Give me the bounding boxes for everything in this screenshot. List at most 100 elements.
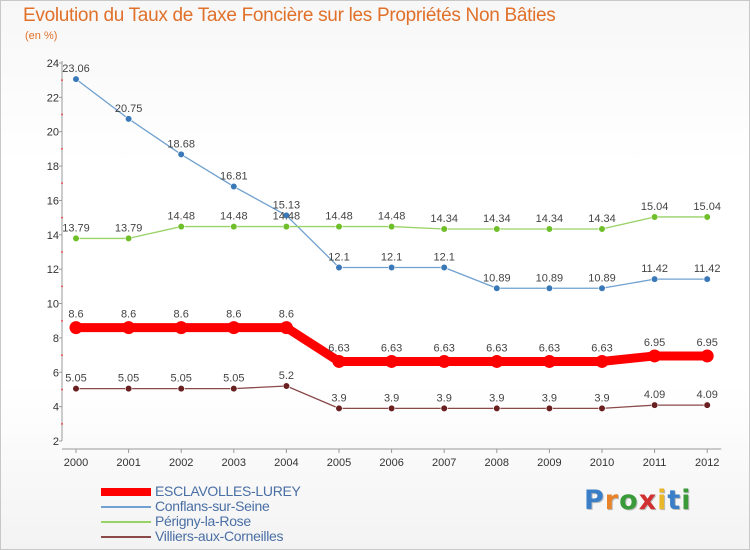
data-label: 8.6 xyxy=(226,309,241,321)
x-tick-label: 2010 xyxy=(590,457,614,469)
data-label: 13.79 xyxy=(115,222,143,234)
data-point xyxy=(598,404,606,412)
data-point xyxy=(700,349,714,363)
data-label: 4.09 xyxy=(644,389,665,401)
data-point xyxy=(650,275,659,283)
x-tick-label: 2003 xyxy=(222,457,246,469)
data-label: 14.48 xyxy=(220,211,248,223)
logo-letter: i xyxy=(681,485,692,516)
data-label: 8.6 xyxy=(279,309,294,321)
data-point xyxy=(542,354,556,368)
data-point xyxy=(545,404,554,412)
data-point xyxy=(332,354,346,368)
data-label: 3.9 xyxy=(594,392,609,404)
data-point xyxy=(282,211,291,220)
y-tick-label: 12 xyxy=(47,264,59,276)
data-label: 23.06 xyxy=(62,63,90,75)
x-tick-label: 2011 xyxy=(643,457,667,469)
y-tick-label: 14 xyxy=(47,230,59,242)
data-label: 20.75 xyxy=(115,103,143,115)
data-label: 3.9 xyxy=(331,392,346,404)
data-point xyxy=(174,321,188,335)
y-minor-tick xyxy=(61,319,63,322)
data-point xyxy=(335,263,343,272)
data-label: 12.1 xyxy=(381,251,402,263)
proxiti-logo: Proxiti xyxy=(584,485,692,516)
x-tick-label: 2005 xyxy=(327,457,351,469)
data-label: 6.63 xyxy=(328,342,349,354)
data-label: 5.05 xyxy=(170,373,191,385)
logo-letter: t xyxy=(667,485,682,516)
data-point xyxy=(72,234,80,243)
data-label: 14.34 xyxy=(588,213,616,225)
data-label: 11.42 xyxy=(694,263,721,275)
data-point xyxy=(72,75,80,83)
data-label: 6.95 xyxy=(696,337,717,349)
x-tick-label: 2009 xyxy=(537,457,561,469)
x-tick-label: 2001 xyxy=(116,457,140,469)
data-point xyxy=(388,404,396,412)
data-label: 14.48 xyxy=(167,211,195,223)
y-tick-label: 22 xyxy=(47,92,59,104)
data-point xyxy=(124,115,133,123)
data-label: 5.2 xyxy=(279,370,294,382)
data-point xyxy=(124,234,133,243)
data-label: 8.6 xyxy=(121,309,136,321)
logo-letter: o xyxy=(619,485,639,516)
y-minor-tick xyxy=(61,182,63,185)
x-tick-label: 2004 xyxy=(274,457,298,469)
data-point xyxy=(72,384,80,393)
y-tick-label: 2 xyxy=(53,436,59,448)
chart-title: Evolution du Taux de Taxe Foncière sur l… xyxy=(23,5,556,26)
y-tick-label: 24 xyxy=(47,58,59,70)
data-label: 3.9 xyxy=(542,392,557,404)
data-label: 16.81 xyxy=(220,171,248,183)
data-point xyxy=(177,150,185,159)
legend-swatch xyxy=(101,521,151,523)
y-tick-label: 18 xyxy=(47,161,59,173)
data-point xyxy=(279,321,293,335)
data-label: 5.05 xyxy=(223,373,244,385)
y-tick-label: 20 xyxy=(47,127,59,139)
x-tick-label: 2000 xyxy=(64,457,88,469)
data-label: 6.63 xyxy=(381,342,402,354)
data-point xyxy=(490,354,504,368)
y-tick-label: 16 xyxy=(47,195,59,207)
data-label: 6.63 xyxy=(539,342,560,354)
data-label: 3.9 xyxy=(489,392,504,404)
y-unit-label: (en %) xyxy=(25,30,58,42)
legend-swatch xyxy=(101,506,151,508)
data-point xyxy=(440,225,448,233)
data-label: 8.6 xyxy=(68,309,83,321)
data-point xyxy=(69,321,83,335)
data-label: 6.63 xyxy=(591,342,612,354)
data-label: 13.79 xyxy=(62,222,90,234)
data-point xyxy=(598,284,606,292)
y-tick-label: 8 xyxy=(53,333,59,345)
y-minor-tick xyxy=(61,388,63,391)
y-minor-tick xyxy=(61,79,63,82)
data-label: 6.63 xyxy=(433,342,454,354)
x-tick-label: 2008 xyxy=(485,457,509,469)
data-point xyxy=(122,321,136,335)
data-label: 5.05 xyxy=(118,373,139,385)
y-tick-label: 10 xyxy=(47,299,59,311)
data-point xyxy=(440,263,448,272)
data-point xyxy=(493,284,501,292)
legend-label: Villiers-aux-Corneilles xyxy=(155,528,284,544)
logo-letter: r xyxy=(604,485,620,516)
legend-label: Périgny-la-Rose xyxy=(155,513,251,529)
data-point xyxy=(493,225,501,233)
data-label: 14.34 xyxy=(430,213,458,225)
y-minor-tick xyxy=(61,216,63,219)
data-point xyxy=(598,225,606,233)
data-point xyxy=(595,354,609,368)
data-label: 12.1 xyxy=(433,251,454,263)
data-labels-layer: 23.06 20.75 18.68 16.81 15.13 12.1 12.1 12.1 10.… xyxy=(62,63,721,404)
y-minor-tick xyxy=(61,113,63,116)
data-point xyxy=(648,349,662,363)
x-tick-label: 2007 xyxy=(432,457,456,469)
data-point xyxy=(545,284,554,292)
legend-label: Conflans-sur-Seine xyxy=(155,498,270,514)
